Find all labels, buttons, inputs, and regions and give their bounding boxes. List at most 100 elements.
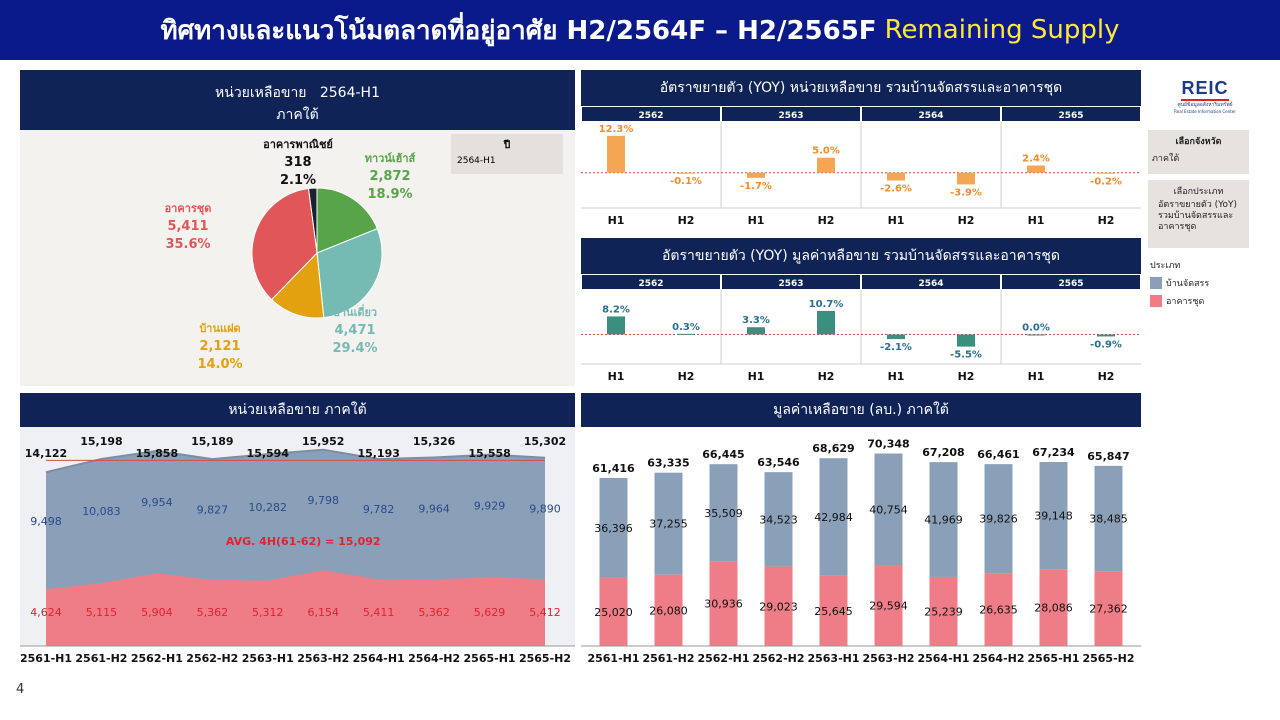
year-filter-header: ปี (503, 140, 511, 151)
pie-slice (316, 187, 378, 254)
x-tick-label: 2565-H2 (1082, 652, 1134, 665)
pie-percent-label: 35.6% (165, 237, 210, 252)
pie-percent-label: 2.1% (280, 173, 316, 188)
housing-data-label: 34,523 (759, 513, 798, 526)
pie-slice (251, 187, 318, 301)
housing-data-label: 9,890 (529, 502, 561, 515)
total-data-label: 15,193 (357, 447, 399, 460)
year-header-cell (862, 107, 1000, 121)
condo-data-label: 26,635 (979, 604, 1018, 617)
yoy-data-label: 5.0% (812, 146, 840, 157)
housing-bar (709, 464, 738, 562)
housing-data-label: 10,282 (249, 501, 288, 514)
yoy-bar (747, 172, 765, 178)
yoy-data-label: 2.4% (1022, 154, 1050, 165)
condo-bar (654, 574, 683, 646)
housing-data-label: 9,782 (363, 503, 395, 516)
housing-data-label: 10,083 (82, 505, 121, 518)
reic-logo-subtitle-en: Real Estate Information Center (1174, 109, 1236, 114)
housing-data-label: 41,969 (924, 514, 963, 527)
condo-data-label: 25,020 (594, 606, 633, 619)
condo-data-label: 5,115 (86, 606, 118, 619)
year-header-cell (582, 107, 720, 121)
province-filter[interactable]: เลือกจังหวัด ภาคใต้ (1148, 130, 1249, 174)
condo-data-label: 5,362 (418, 606, 450, 619)
type-filter[interactable]: เลือกประเภท อัตราขยายตัว (YoY) รวมบ้านจั… (1148, 180, 1249, 248)
half-tick-label: H1 (1028, 370, 1045, 383)
total-data-label: 70,348 (867, 438, 909, 451)
legend-item: บ้านจัดสรร (1150, 276, 1250, 290)
year-header-label: 2562 (638, 111, 663, 121)
legend-header: ประเภท (1150, 261, 1181, 271)
yoy-bar (677, 172, 695, 174)
pie-value-label: 4,471 (334, 323, 375, 338)
housing-data-label: 40,754 (869, 503, 908, 516)
yoy-units-chart: 2562 2563 2564 2565 12.3% H1 -0.1% H2 -1.7% H1 5.0… (581, 107, 1141, 227)
half-tick-label: H1 (888, 370, 905, 383)
year-header-cell (1002, 107, 1140, 121)
condo-bar (874, 565, 903, 646)
condo-bar (984, 573, 1013, 646)
x-tick-label: 2565-H1 (464, 652, 516, 665)
x-tick-label: 2564-H1 (353, 652, 405, 665)
year-header-label: 2562 (638, 279, 663, 289)
legend-item: อาคารชุด (1150, 294, 1250, 308)
total-data-label: 68,629 (812, 442, 854, 455)
condo-data-label: 25,645 (814, 605, 853, 618)
condo-data-label: 4,624 (30, 606, 62, 619)
total-data-label: 15,858 (136, 447, 178, 460)
condo-data-label: 5,412 (529, 606, 561, 619)
housing-bar (764, 472, 793, 567)
x-tick-label: 2561-H2 (75, 652, 127, 665)
total-data-label: 63,546 (757, 456, 800, 469)
condo-data-label: 26,080 (649, 604, 688, 617)
page-title-bar: ทิศทางและแนวโน้มตลาดที่อยู่อาศัย H2/2564… (0, 0, 1280, 60)
half-tick-label: H2 (818, 370, 835, 383)
half-tick-label: H2 (958, 370, 975, 383)
yoy-data-label: 0.0% (1022, 322, 1050, 333)
area-chart: AVG. 4H(61-62) = 15,092 2561-H1 14,122 9,49… (20, 427, 575, 665)
year-filter[interactable]: ปี 2564-H1 (451, 134, 563, 174)
yoy-data-label: -2.6% (880, 184, 912, 195)
housing-data-label: 37,255 (649, 518, 688, 531)
year-header-label: 2563 (778, 111, 803, 121)
bar-title: มูลค่าเหลือขาย (ลบ.) ภาคใต้ (773, 402, 949, 418)
total-data-label: 15,326 (413, 435, 456, 448)
yoy-data-label: -2.1% (880, 342, 912, 353)
condo-data-label: 29,594 (869, 600, 908, 613)
half-tick-label: H2 (958, 214, 975, 227)
x-tick-label: 2561-H2 (642, 652, 694, 665)
year-header-label: 2565 (1058, 111, 1083, 121)
x-tick-label: 2563-H1 (807, 652, 859, 665)
pie-chart: อาคารพาณิชย์ 318 2.1% ทาวน์เฮ้าส์ 2,872 18.9%… (165, 138, 416, 372)
bar-panel-header: มูลค่าเหลือขาย (ลบ.) ภาคใต้ (581, 393, 1141, 427)
year-header-cell (722, 107, 860, 121)
legend-label-housing: บ้านจัดสรร (1166, 279, 1210, 289)
area-condo (46, 570, 545, 646)
condo-data-label: 25,239 (924, 605, 963, 618)
x-tick-label: 2563-H2 (297, 652, 349, 665)
yoy-value-chart: 2562 2563 2564 2565 8.2% H1 0.3% H2 3.3% H1 10.7% H… (581, 275, 1141, 383)
yoy-bar (887, 334, 905, 340)
yoy-bar (1097, 172, 1115, 174)
year-header-label: 2564 (918, 111, 943, 121)
legend-swatch-condo (1150, 295, 1162, 307)
yoy-bar (817, 310, 835, 335)
year-header-cell (722, 275, 860, 289)
year-header-cell (862, 275, 1000, 289)
year-header-label: 2563 (778, 279, 803, 289)
yoy-value-title: อัตราขยายตัว (YOY) มูลค่าหลือขาย รวมบ้าน… (662, 248, 1060, 264)
pie-title-line1: หน่วยเหลือขาย 2564-H1 (215, 85, 380, 101)
page-title: ทิศทางและแนวโน้มตลาดที่อยู่อาศัย H2/2564… (160, 15, 877, 46)
housing-bar (874, 453, 903, 566)
housing-data-label: 39,148 (1034, 510, 1073, 523)
condo-bar (929, 576, 958, 646)
yoy-bar (957, 334, 975, 347)
half-tick-label: H2 (678, 370, 695, 383)
yoy-bar (817, 157, 835, 173)
pie-value-label: 318 (284, 155, 311, 170)
page-title-highlight: Remaining Supply (884, 15, 1120, 45)
condo-data-label: 5,312 (252, 606, 284, 619)
type-filter-header: เลือกประเภท (1173, 187, 1224, 197)
x-tick-label: 2563-H1 (242, 652, 294, 665)
